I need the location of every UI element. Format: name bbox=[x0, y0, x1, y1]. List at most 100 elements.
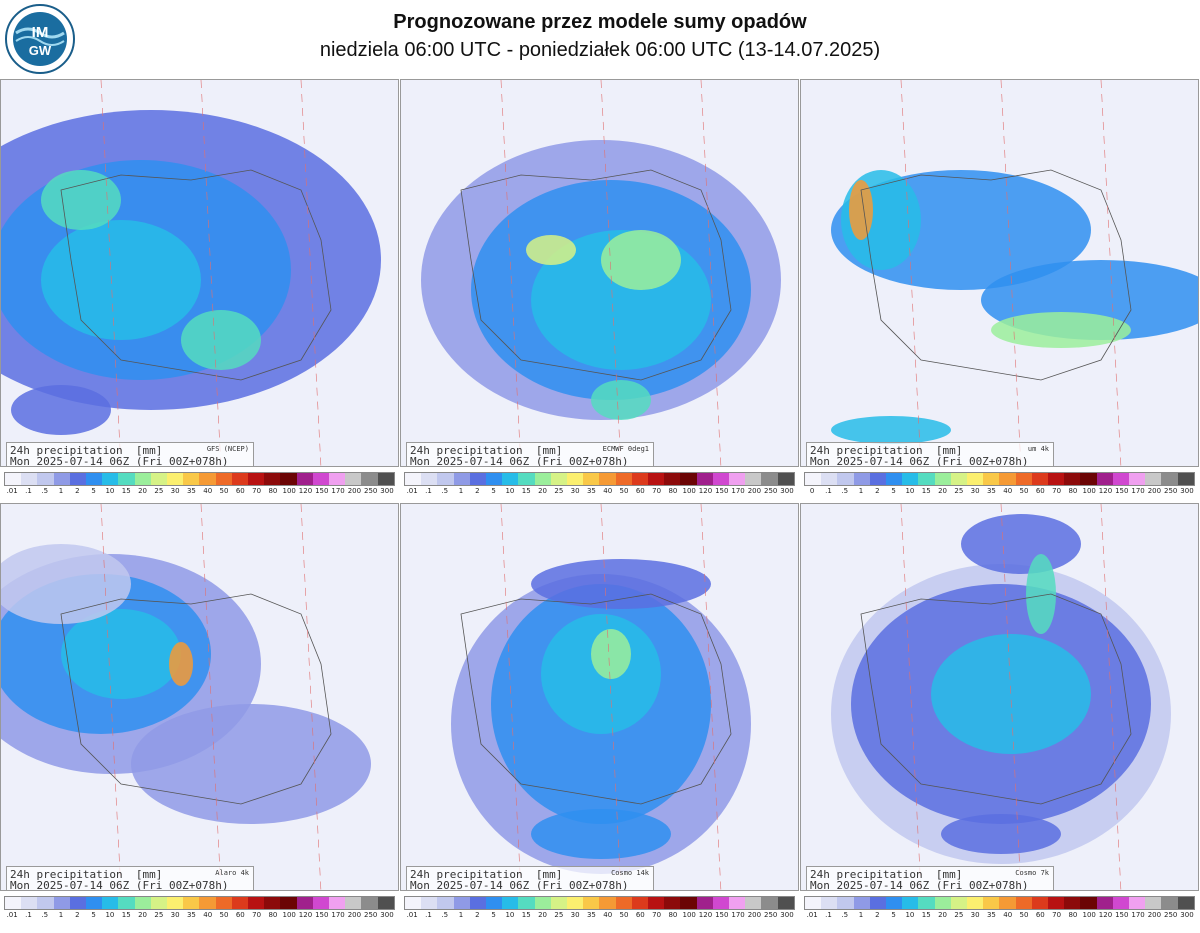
colorbar-tick-label: 2 bbox=[475, 911, 480, 919]
colorbar-tick-label: 25 bbox=[154, 487, 164, 495]
country-border bbox=[60, 169, 332, 381]
precip-area bbox=[61, 609, 181, 699]
colorbar-tick-label: 35 bbox=[186, 911, 196, 919]
colorbar-swatch bbox=[437, 897, 454, 909]
colorbar-tick-label: 15 bbox=[121, 487, 131, 495]
colorbar-swatch bbox=[405, 473, 422, 485]
colorbar-swatch bbox=[550, 473, 568, 485]
map-panel: 24h precipitation [mm] GFS (NCEP) Mon 2025… bbox=[0, 79, 399, 507]
colorbar-swatch bbox=[21, 473, 38, 485]
map-label: 24h precipitation [mm] Cosmo 7k Mon 2025-0… bbox=[806, 866, 1054, 890]
colorbar-swatch bbox=[453, 897, 470, 909]
colorbar-tick-label: .1 bbox=[425, 487, 432, 495]
colorbar-swatch bbox=[5, 473, 22, 485]
colorbar-tick-label: 120 bbox=[298, 911, 313, 919]
colorbar-swatch bbox=[1064, 473, 1081, 485]
colorbar-swatch bbox=[999, 897, 1016, 909]
colorbar-tick-label: 10 bbox=[905, 487, 915, 495]
graticule-line bbox=[600, 504, 622, 890]
precip-area bbox=[991, 312, 1131, 348]
precipitation-field bbox=[1, 504, 398, 890]
colorbar-swatch bbox=[21, 897, 38, 909]
colorbar-swatch bbox=[1145, 473, 1162, 485]
model-name: ECMWF 0deg1 bbox=[602, 445, 649, 453]
variable-label: 24h precipitation [mm] bbox=[810, 444, 963, 457]
colorbar-swatch bbox=[150, 473, 168, 485]
colorbar-swatch bbox=[231, 473, 249, 485]
colorbar-swatch bbox=[5, 897, 22, 909]
colorbar-tick-label: 10 bbox=[905, 911, 915, 919]
colorbar-swatch bbox=[53, 473, 70, 485]
colorbar-swatch bbox=[248, 897, 265, 909]
colorbar-ticks: .01.1.5 1 2 5 10 15 20 25 30 35 40 50 60 70 80 100 120 15… bbox=[4, 911, 395, 923]
colorbar-swatch bbox=[934, 897, 951, 909]
colorbar-tick-label: .01 bbox=[406, 487, 418, 495]
colorbar-tick-label: 50 bbox=[619, 911, 629, 919]
colorbar-swatch bbox=[264, 473, 281, 485]
colorbar-tick-label: 40 bbox=[603, 487, 613, 495]
colorbar-swatch bbox=[712, 897, 730, 909]
colorbar-swatch bbox=[102, 473, 119, 485]
colorbar-swatch bbox=[1015, 473, 1032, 485]
colorbar-swatch bbox=[421, 473, 438, 485]
colorbar-swatch bbox=[696, 473, 713, 485]
colorbar-tick-label: 200 bbox=[347, 487, 362, 495]
variable-label: 24h precipitation [mm] bbox=[810, 868, 963, 881]
colorbar-tick-label: 70 bbox=[1052, 487, 1062, 495]
country-border bbox=[60, 593, 332, 805]
colorbar-tick-label: 30 bbox=[570, 487, 580, 495]
colorbar-tick-label: 150 bbox=[715, 911, 729, 919]
colorbar-tick-label: 100 bbox=[682, 487, 696, 495]
precipitation-map: 24h precipitation [mm] Cosmo 14k Mon 2025-… bbox=[400, 503, 799, 891]
colorbar-tick-label: 60 bbox=[635, 911, 645, 919]
colorbar-swatch bbox=[486, 473, 503, 485]
colorbar-swatch bbox=[583, 473, 600, 485]
colorbar-swatch bbox=[902, 897, 919, 909]
graticule-line bbox=[600, 80, 622, 466]
colorbar-swatch bbox=[1161, 897, 1178, 909]
colorbar-tick-label: 20 bbox=[938, 487, 947, 495]
colorbar-swatch bbox=[1015, 897, 1032, 909]
colorbar-swatch bbox=[118, 473, 135, 485]
colorbar-swatch bbox=[329, 897, 346, 909]
colorbar-tick-label: 120 bbox=[698, 487, 713, 495]
variable-label: 24h precipitation [mm] bbox=[410, 868, 563, 881]
colorbar-swatch bbox=[805, 473, 822, 485]
colorbar-swatch bbox=[199, 473, 216, 485]
colorbar-swatch bbox=[664, 897, 681, 909]
colorbar-swatch bbox=[567, 473, 584, 485]
map-label: 24h precipitation [mm] ECMWF 0deg1 Mon 202… bbox=[406, 442, 654, 466]
colorbar-swatch bbox=[502, 473, 519, 485]
header: IM GW Prognozowane przez modele sumy opa… bbox=[0, 0, 1200, 78]
colorbar-tick-label: 50 bbox=[619, 487, 629, 495]
country-border bbox=[860, 169, 1132, 381]
colorbar-tick-label: 250 bbox=[1163, 911, 1178, 919]
colorbar bbox=[4, 896, 395, 910]
colorbar-swatch bbox=[329, 473, 346, 485]
model-name: um 4k bbox=[1027, 445, 1049, 453]
precipitation-field bbox=[401, 80, 798, 466]
colorbar-tick-label: 60 bbox=[1035, 487, 1045, 495]
precip-area bbox=[831, 416, 951, 444]
colorbar-swatch bbox=[648, 473, 665, 485]
colorbar-swatch bbox=[983, 897, 1000, 909]
precipitation-map: 24h precipitation [mm] ECMWF 0deg1 Mon 202… bbox=[400, 79, 799, 467]
colorbar-swatch bbox=[502, 897, 519, 909]
colorbar-swatch bbox=[1080, 897, 1097, 909]
colorbar-swatch bbox=[264, 897, 281, 909]
colorbar-swatch bbox=[777, 897, 794, 909]
country-border bbox=[460, 169, 732, 381]
precip-area bbox=[131, 704, 371, 824]
precipitation-field bbox=[1, 80, 398, 466]
colorbar-swatch bbox=[1048, 897, 1065, 909]
colorbar-tick-label: 300 bbox=[1180, 911, 1194, 919]
colorbar-tick-label: 120 bbox=[1098, 911, 1113, 919]
precipitation-map: 24h precipitation [mm] GFS (NCEP) Mon 2025… bbox=[0, 79, 399, 467]
colorbar-tick-label: 10 bbox=[105, 911, 115, 919]
graticule-line bbox=[200, 80, 222, 466]
colorbar-swatch bbox=[1145, 897, 1162, 909]
colorbar-tick-label: 150 bbox=[1115, 911, 1129, 919]
colorbar-tick-label: 20 bbox=[938, 911, 947, 919]
precip-area bbox=[526, 235, 576, 265]
graticule-line bbox=[1000, 504, 1022, 890]
